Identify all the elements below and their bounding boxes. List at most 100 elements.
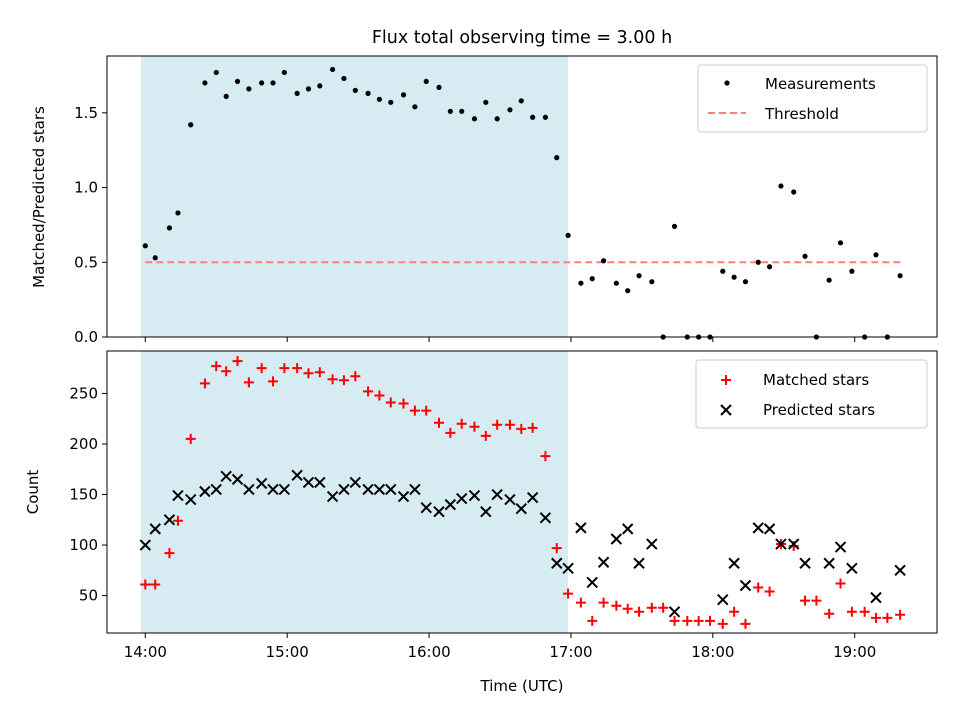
matched-stars-point xyxy=(870,612,881,623)
predicted-stars-point xyxy=(291,469,303,482)
matched-stars-point xyxy=(835,578,846,589)
bottom-panel: 50 100 150 200 250 14:00 15:00 16:00 17:00 18:00… xyxy=(24,350,938,695)
legend-predicted-marker xyxy=(720,404,732,416)
predicted-stars-point xyxy=(231,473,244,486)
measurements-point xyxy=(530,114,536,120)
bottom-y-tick-label: 100 xyxy=(69,536,98,554)
matched-stars-point xyxy=(551,543,562,554)
predicted-stars-point xyxy=(210,483,222,496)
measurements-point xyxy=(365,90,371,96)
measurements-point xyxy=(826,277,832,283)
predicted-stars-point xyxy=(799,557,811,569)
matched-stars-point xyxy=(753,582,764,593)
matched-stars-point xyxy=(185,433,196,444)
measurements-point xyxy=(188,122,194,128)
bottom-axes-frame xyxy=(106,350,938,634)
predicted-stars-point xyxy=(220,470,232,483)
matched-stars-point xyxy=(363,386,374,397)
legend-threshold-label: Threshold xyxy=(764,105,839,123)
predicted-stars-point xyxy=(515,502,527,515)
measurements-point xyxy=(731,274,737,280)
measurements-point xyxy=(897,273,903,279)
bottom-legend: Matched stars Predicted stars xyxy=(695,359,928,429)
measurements-point xyxy=(649,279,655,285)
bottom-shaded-region xyxy=(141,351,569,633)
measurements-point xyxy=(166,225,173,231)
bottom-legend-box xyxy=(695,359,928,429)
predicted-stars-point xyxy=(139,539,152,551)
predicted-stars-point xyxy=(646,538,658,550)
measurements-point xyxy=(436,84,442,90)
matched-stars-point xyxy=(256,363,267,374)
top-axes-frame xyxy=(106,55,938,338)
measurements-point xyxy=(223,93,229,99)
matched-stars-point xyxy=(634,606,645,617)
matched-stars-point xyxy=(292,363,303,374)
matched-stars-point xyxy=(385,397,396,408)
matched-stars-point xyxy=(314,367,325,378)
predicted-stars-point xyxy=(526,491,539,504)
matched-stars-point xyxy=(268,376,278,387)
predicted-stars-point xyxy=(491,488,503,501)
predicted-stars-point xyxy=(338,483,350,496)
matched-stars-point xyxy=(338,375,349,386)
predicted-stars-point xyxy=(433,506,445,518)
measurements-point xyxy=(494,116,500,122)
predicted-stars-point xyxy=(575,522,587,534)
matched-stars-point xyxy=(150,579,161,590)
predicted-stars-point xyxy=(326,490,339,503)
predicted-stars-point xyxy=(551,557,563,569)
top-y-tick-label: 0.5 xyxy=(74,253,98,271)
bottom-x-tick-label: 17:00 xyxy=(549,643,592,661)
matched-stars-point xyxy=(140,579,151,590)
predicted-stars-point xyxy=(894,564,906,577)
matched-stars-point xyxy=(211,361,222,372)
measurements-point xyxy=(341,75,347,82)
measurements-point xyxy=(766,264,773,270)
predicted-stars-point xyxy=(172,489,184,502)
predicted-stars-point xyxy=(314,476,326,489)
predicted-stars-point xyxy=(846,562,858,575)
predicted-stars-point xyxy=(420,501,432,514)
predicted-stars-point xyxy=(823,557,835,569)
matched-stars-point xyxy=(846,606,857,617)
measurements-point xyxy=(518,98,524,104)
measurements-point xyxy=(246,86,252,92)
predicted-stars-point xyxy=(349,476,361,489)
bottom-y-axis-label: Count xyxy=(24,470,42,515)
matched-stars-point xyxy=(882,612,893,623)
matched-stars-point xyxy=(303,368,314,379)
measurements-point xyxy=(376,96,383,102)
top-panel: 0.0 0.5 1.0 1.5 Matched/Predicted stars Mea… xyxy=(30,55,938,346)
matched-stars-point xyxy=(811,595,822,606)
matched-stars-point xyxy=(859,606,870,617)
measurements-point xyxy=(423,78,429,85)
legend-predicted-label: Predicted stars xyxy=(763,401,875,419)
legend-measurements-label: Measurements xyxy=(765,75,876,93)
predicted-stars-point xyxy=(455,492,468,505)
predicted-stars-point xyxy=(787,538,800,550)
predicted-stars-point xyxy=(163,514,176,526)
legend-measurements-marker xyxy=(724,80,730,86)
predicted-stars-point xyxy=(373,483,386,496)
matched-stars-point xyxy=(164,548,175,559)
predicted-stars-point xyxy=(763,523,776,535)
measurements-point xyxy=(542,114,549,120)
matched-stars-point xyxy=(693,615,704,626)
top-y-tick-label: 1.0 xyxy=(74,179,98,197)
measurements-point xyxy=(400,92,407,98)
measurements-point xyxy=(613,280,619,286)
measurements-point xyxy=(281,69,287,76)
matched-stars-point xyxy=(172,515,183,526)
matched-stars-point xyxy=(740,618,751,629)
predicted-stars-point xyxy=(752,522,764,534)
matched-stars-point xyxy=(221,366,232,377)
predicted-stars-point xyxy=(302,476,315,489)
measurements-point xyxy=(720,268,726,274)
matched-stars-point xyxy=(563,588,574,599)
bottom-x-tick-label: 16:00 xyxy=(407,643,450,661)
bottom-x-tick-label: 19:00 xyxy=(833,643,876,661)
predicted-stars-point xyxy=(621,523,634,535)
measurements-point xyxy=(317,83,323,89)
